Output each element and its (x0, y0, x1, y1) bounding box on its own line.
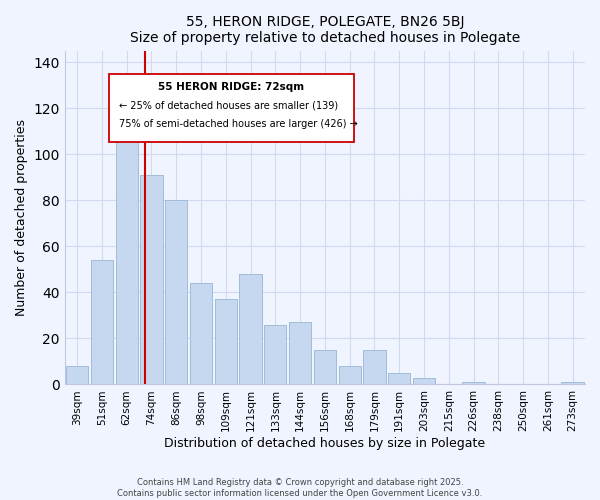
Bar (289, 322, 311, 384)
Text: ← 25% of detached houses are smaller (139): ← 25% of detached houses are smaller (13… (119, 100, 338, 110)
Text: 75% of semi-detached houses are larger (426) →: 75% of semi-detached houses are larger (… (119, 119, 358, 129)
Bar (190, 283, 212, 384)
Text: 55 HERON RIDGE: 72sqm: 55 HERON RIDGE: 72sqm (158, 82, 304, 92)
Bar (239, 274, 262, 384)
Bar (215, 299, 237, 384)
Bar (388, 373, 410, 384)
Bar (165, 200, 187, 384)
Bar (562, 382, 584, 384)
FancyBboxPatch shape (109, 74, 353, 142)
Bar (314, 350, 336, 384)
Bar (140, 175, 163, 384)
Y-axis label: Number of detached properties: Number of detached properties (15, 119, 28, 316)
X-axis label: Distribution of detached houses by size in Polegate: Distribution of detached houses by size … (164, 437, 485, 450)
Bar (66, 366, 88, 384)
Title: 55, HERON RIDGE, POLEGATE, BN26 5BJ
Size of property relative to detached houses: 55, HERON RIDGE, POLEGATE, BN26 5BJ Size… (130, 15, 520, 45)
Bar (116, 134, 138, 384)
Bar (91, 260, 113, 384)
Bar (264, 324, 286, 384)
Bar (338, 366, 361, 384)
Bar (413, 378, 435, 384)
Bar (463, 382, 485, 384)
Bar (363, 350, 386, 384)
Text: Contains HM Land Registry data © Crown copyright and database right 2025.
Contai: Contains HM Land Registry data © Crown c… (118, 478, 482, 498)
